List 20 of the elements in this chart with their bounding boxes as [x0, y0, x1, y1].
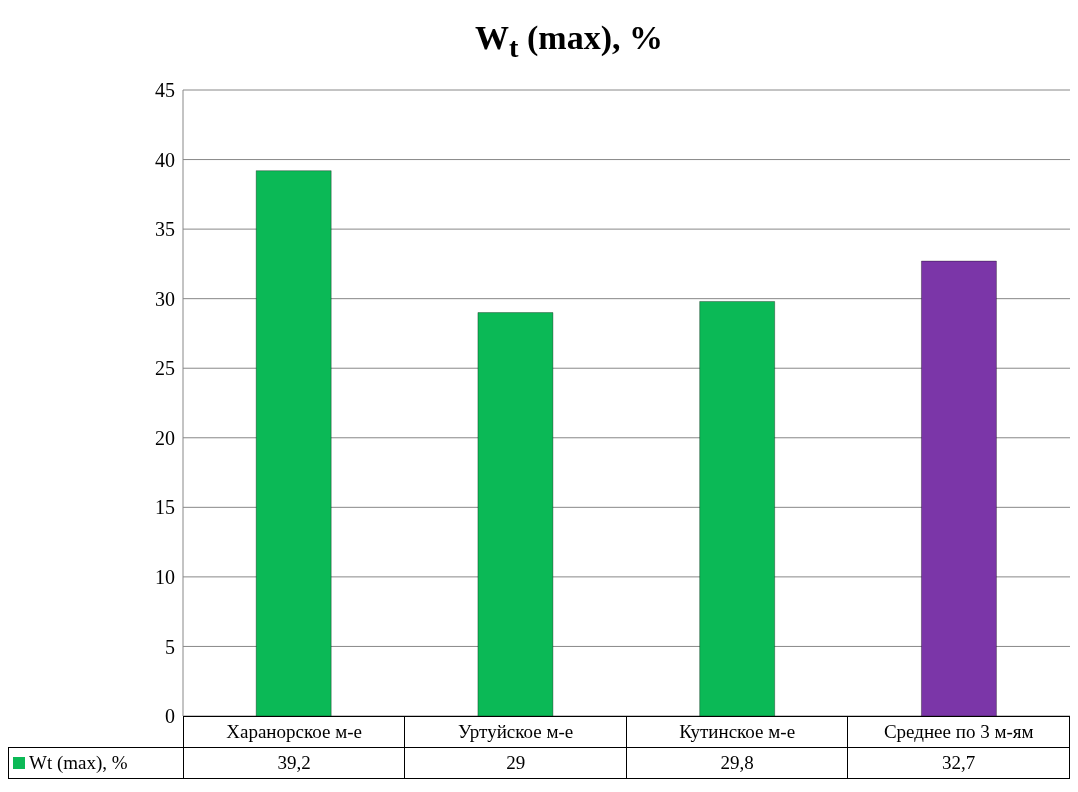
- x-tick-label: Уртуйское м-е: [404, 716, 627, 748]
- y-tick-label: 0: [165, 705, 175, 728]
- data-label: 39,2: [183, 747, 405, 779]
- y-tick-label: 45: [155, 79, 175, 102]
- data-label: 29,8: [626, 747, 848, 779]
- y-tick-label: 20: [155, 426, 175, 449]
- y-tick-label: 40: [155, 148, 175, 171]
- y-tick-label: 35: [155, 218, 175, 241]
- data-label: 32,7: [847, 747, 1070, 779]
- x-tick-label: Среднее по 3 м-ям: [847, 716, 1070, 748]
- x-tick-label: Кутинское м-е: [626, 716, 848, 748]
- y-tick-label: 5: [165, 635, 175, 658]
- y-tick-label: 10: [155, 565, 175, 588]
- y-tick-label: 30: [155, 287, 175, 310]
- y-tick-label: 15: [155, 496, 175, 519]
- legend-label: Wt (max), %: [8, 747, 184, 779]
- chart-title: W$_{t}$ (max), %: [474, 18, 664, 65]
- data-label: 29: [404, 747, 627, 779]
- y-tick-label: 25: [155, 357, 175, 380]
- x-tick-label: Харанорское м-е: [183, 716, 405, 748]
